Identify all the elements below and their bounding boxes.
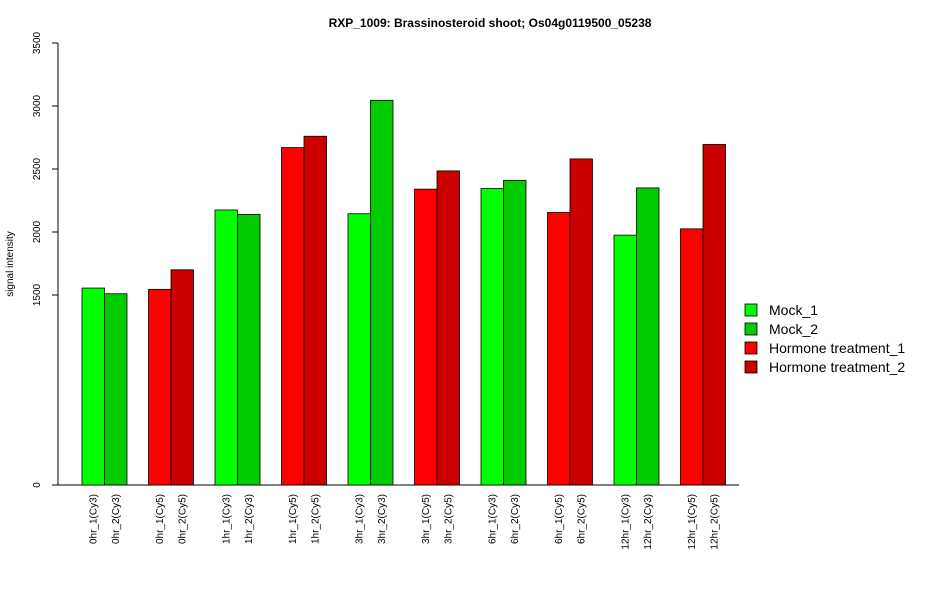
x-tick-label: 1hr_1(Cy5) [288,494,299,544]
x-tick-label: 12hr_1(Cy5) [687,494,698,550]
x-tick-label: 6hr_2(Cy5) [576,494,587,544]
y-tick-label: 3500 [32,31,43,54]
x-tick-label: 12hr_2(Cy5) [709,494,720,550]
legend-label: Mock_1 [769,302,818,318]
x-tick-label: 0hr_2(Cy5) [177,494,188,544]
x-tick-label: 0hr_1(Cy3) [88,494,99,544]
bar-6hr-2-cy3 [503,179,527,486]
legend-swatch [744,303,758,317]
y-axis-label: signal intensity [5,231,16,297]
bar-0hr-1-cy5 [148,288,172,486]
legend-label: Hormone treatment_2 [769,359,905,375]
x-tick-label: 3hr_2(Cy3) [377,494,388,544]
y-tick-label: 1500 [32,283,43,306]
legend-label: Mock_2 [769,321,818,337]
y-tick-label: 0 [32,482,43,488]
x-tick-label: 6hr_1(Cy3) [487,494,498,544]
bar-0hr-1-cy3 [81,287,105,486]
bar-0hr-2-cy3 [104,293,128,486]
bar-0hr-2-cy5 [170,269,194,486]
legend-swatch [744,341,758,355]
legend-label: Hormone treatment_1 [769,340,905,356]
bar-12hr-1-cy3 [613,234,637,486]
bar-12hr-1-cy5 [680,228,704,486]
bar-6hr-2-cy5 [569,158,593,486]
x-tick-label: 1hr_2(Cy3) [244,494,255,544]
x-tick-label: 3hr_1(Cy3) [354,494,365,544]
x-tick-label: 3hr_2(Cy5) [443,494,454,544]
bar-1hr-1-cy5 [281,147,305,486]
x-tick-labels: 0hr_1(Cy3) 0hr_2(Cy3) 0hr_1(Cy5) 0hr_2(Cy5)… [88,494,720,550]
bar-3hr-2-cy5 [436,170,460,486]
y-tick-label: 2500 [32,157,43,180]
y-axis: 0 1500 2000 2500 3000 3500 [32,31,59,488]
x-tick-label: 12hr_2(Cy3) [643,494,654,550]
x-tick-label: 12hr_1(Cy3) [620,494,631,550]
legend-swatch [744,322,758,336]
x-tick-label: 1hr_2(Cy5) [310,494,321,544]
bar-1hr-2-cy3 [237,213,261,486]
bar-3hr-1-cy5 [414,188,438,486]
x-tick-label: 1hr_1(Cy3) [221,494,232,544]
x-tick-label: 6hr_1(Cy5) [554,494,565,544]
legend-swatch [744,360,758,374]
y-tick-label: 3000 [32,94,43,117]
bar-1hr-2-cy5 [303,135,327,486]
x-tick-label: 0hr_1(Cy5) [155,494,166,544]
bar-1hr-1-cy3 [214,209,238,486]
x-tick-label: 3hr_1(Cy5) [421,494,432,544]
bar-6hr-1-cy5 [547,212,571,486]
x-tick-label: 0hr_2(Cy3) [111,494,122,544]
bar-12hr-2-cy3 [636,187,660,486]
bar-3hr-1-cy3 [347,213,371,486]
bar-12hr-2-cy5 [702,144,726,486]
chart-title: RXP_1009: Brassinosteroid shoot; Os04g01… [329,16,652,30]
bar-6hr-1-cy3 [480,188,504,486]
bar-3hr-2-cy3 [370,99,394,486]
bars [81,99,726,486]
legend: Mock_1 Mock_2 Hormone treatment_1 Hormone t… [744,302,905,375]
x-tick-label: 6hr_2(Cy3) [510,494,521,544]
y-tick-label: 2000 [32,220,43,243]
